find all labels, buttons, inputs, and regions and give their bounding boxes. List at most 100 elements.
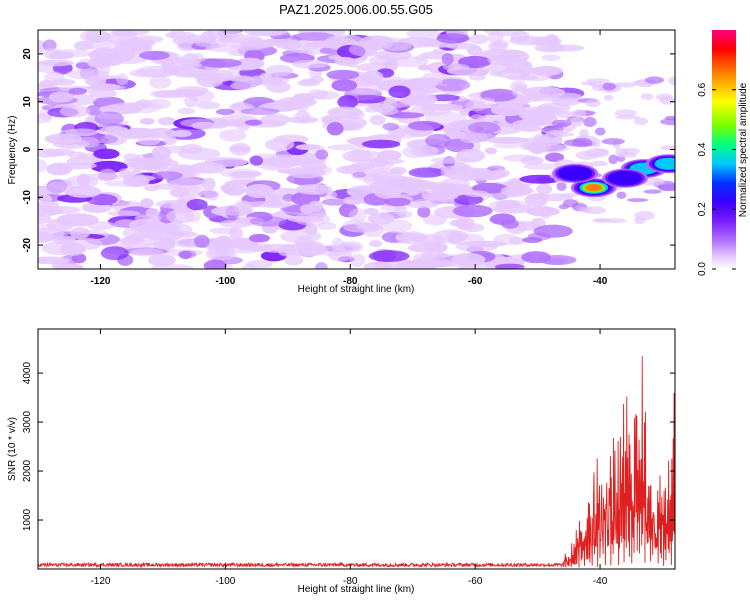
spectrogram-cell bbox=[321, 198, 348, 206]
y-tick-label: 1000 bbox=[22, 508, 33, 531]
spectrogram-cell bbox=[196, 101, 221, 110]
spectrogram-cell bbox=[487, 30, 504, 44]
spectrogram-cell bbox=[140, 198, 154, 209]
spectrogram-cell bbox=[260, 113, 291, 126]
spectrogram-cell bbox=[583, 117, 597, 127]
x-tick-label: -120 bbox=[90, 576, 110, 587]
spectrogram-x-axis-label: Height of straight line (km) bbox=[298, 284, 415, 295]
spectrogram-cell bbox=[240, 107, 280, 115]
spectrogram-cell bbox=[295, 144, 321, 151]
spectrogram-cell bbox=[572, 109, 587, 118]
spectrogram-cell bbox=[263, 200, 292, 209]
spectrogram-cell bbox=[454, 194, 484, 206]
spectrogram-cell bbox=[169, 187, 190, 198]
spectrogram-cell bbox=[171, 130, 192, 138]
y-tick-label: -20 bbox=[22, 237, 33, 252]
spectrogram-cell bbox=[451, 252, 486, 267]
x-tick-label: -40 bbox=[593, 276, 608, 287]
spectrogram-cell bbox=[640, 93, 654, 100]
spectrogram-cell bbox=[407, 120, 441, 131]
spectrogram-cell bbox=[603, 94, 614, 101]
spectrogram-cell bbox=[522, 237, 543, 243]
spectrogram-cell bbox=[43, 48, 62, 60]
spectrogram-cell bbox=[184, 210, 201, 223]
spectrogram-cell bbox=[244, 184, 274, 198]
spectrogram-cell bbox=[46, 181, 74, 195]
spectrogram-cell bbox=[230, 81, 257, 90]
spectrogram-cell bbox=[321, 115, 334, 126]
spectrogram-cell bbox=[616, 152, 638, 158]
spectrogram-cell bbox=[526, 206, 560, 217]
spectrogram-cell bbox=[200, 58, 242, 68]
spectrogram-cell bbox=[361, 70, 384, 85]
spectrogram-cell bbox=[602, 218, 627, 224]
spectrogram-cell bbox=[509, 35, 548, 46]
spectrogram-cell bbox=[244, 119, 263, 126]
spectrogram-cell bbox=[130, 248, 164, 257]
spectrogram-cell bbox=[408, 167, 445, 178]
spectrogram-cell bbox=[191, 121, 218, 130]
spectrogram-cell bbox=[486, 136, 530, 144]
spectrogram-cell bbox=[398, 211, 413, 218]
spectrogram-cell bbox=[127, 129, 155, 138]
spectrogram-cell bbox=[501, 219, 519, 229]
y-tick-label: 0 bbox=[22, 146, 33, 152]
spectrogram-cell bbox=[84, 37, 115, 51]
spectrogram-cell bbox=[196, 75, 223, 88]
spectrogram-cell bbox=[177, 250, 197, 259]
spectrogram-cell bbox=[534, 42, 565, 53]
spectrogram-cell bbox=[512, 119, 544, 128]
spectrogram-cell bbox=[368, 240, 383, 248]
spectrogram-cell bbox=[218, 206, 247, 216]
spectrogram-x-ticks: -120 -100 -80 -60 -40 bbox=[90, 30, 608, 287]
spectrogram-cell bbox=[202, 177, 216, 191]
spectrogram-cell bbox=[544, 152, 565, 162]
colorbar-tick-label: 0.2 bbox=[697, 202, 708, 216]
spectrogram-cell bbox=[456, 149, 486, 163]
spectrogram-cell bbox=[56, 213, 99, 227]
spectrogram-cell bbox=[51, 49, 91, 58]
spectrogram-cell bbox=[139, 50, 170, 61]
spectrogram-cell bbox=[85, 193, 118, 206]
spectrogram-cell bbox=[315, 262, 328, 269]
spectrogram-cell bbox=[634, 216, 646, 225]
y-tick-label: 3000 bbox=[22, 411, 33, 434]
spectrogram-cell bbox=[388, 85, 411, 99]
spectrogram-cell bbox=[38, 227, 65, 240]
spectrogram-cell bbox=[553, 132, 575, 137]
spectrogram-cell bbox=[400, 231, 427, 245]
spectrogram-cell bbox=[129, 68, 173, 78]
spectrogram-cell bbox=[123, 153, 140, 161]
spectrogram-cell bbox=[291, 59, 329, 69]
spectrogram-cell bbox=[492, 169, 510, 178]
spectrogram-cell bbox=[229, 226, 243, 240]
spectrogram-cell bbox=[355, 223, 381, 230]
spectrogram-cell bbox=[168, 178, 207, 190]
spectrogram-cell bbox=[660, 145, 675, 151]
spectrogram-cell bbox=[177, 107, 196, 115]
spectrogram-cell bbox=[351, 169, 394, 182]
spectrogram-cell bbox=[541, 54, 561, 61]
spectrogram-cell bbox=[295, 184, 333, 195]
spectrogram-cell bbox=[68, 87, 87, 95]
y-tick-label: 20 bbox=[22, 48, 33, 60]
y-tick-label: 10 bbox=[22, 96, 33, 108]
spectrogram-cell bbox=[337, 95, 359, 109]
spectrogram-cell bbox=[186, 198, 208, 211]
spectrogram-cell bbox=[286, 116, 319, 124]
chart-title: PAZ1.2025.006.00.55.G05 bbox=[279, 2, 433, 17]
spectrogram-hotspot bbox=[557, 166, 593, 181]
spectrogram-cell bbox=[85, 84, 126, 91]
spectrogram-cell bbox=[328, 248, 352, 262]
spectrogram-cell bbox=[107, 210, 141, 217]
spectrogram-cell bbox=[266, 64, 294, 77]
spectrogram-cell bbox=[521, 137, 541, 150]
spectrogram-cell bbox=[144, 183, 160, 192]
spectrogram-cell bbox=[489, 70, 503, 77]
spectrogram-cell bbox=[245, 260, 273, 269]
spectrogram-cell bbox=[530, 65, 563, 76]
spectrogram-cell bbox=[266, 154, 301, 169]
spectrogram-cell bbox=[40, 194, 52, 205]
spectrogram-cell bbox=[455, 217, 475, 231]
spectrogram-cell bbox=[141, 223, 181, 236]
